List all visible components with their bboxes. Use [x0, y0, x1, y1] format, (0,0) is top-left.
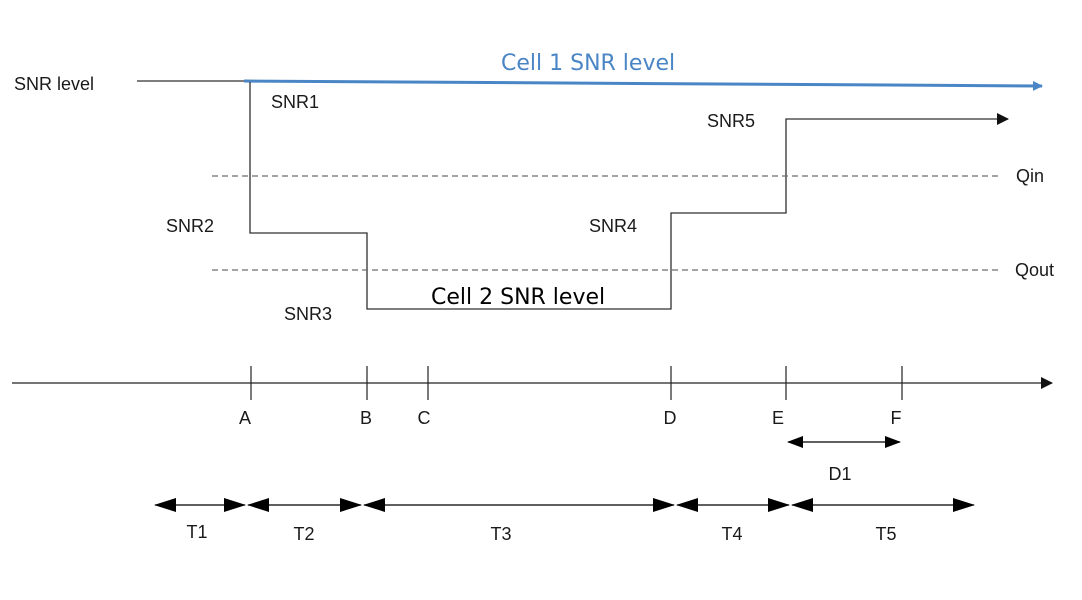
cell1-label: Cell 1 SNR level: [501, 51, 675, 76]
t3-label: T3: [490, 524, 511, 544]
d1-label: D1: [828, 464, 851, 484]
snr1-label: SNR1: [271, 92, 319, 112]
t5-label: T5: [875, 524, 896, 544]
point-a-label: A: [239, 408, 251, 428]
snr2-label: SNR2: [166, 216, 214, 236]
cell2-label: Cell 2 SNR level: [431, 285, 605, 310]
cell2-snr-step-line: [249, 82, 1009, 310]
t2-label: T2: [293, 524, 314, 544]
snr5-label: SNR5: [707, 111, 755, 131]
qin-label: Qin: [1016, 166, 1044, 186]
point-e-label: E: [772, 408, 784, 428]
point-f-label: F: [891, 408, 902, 428]
snr-level-label: SNR level: [14, 74, 94, 94]
snr3-label: SNR3: [284, 304, 332, 324]
t1-label: T1: [186, 522, 207, 542]
qout-label: Qout: [1015, 260, 1054, 280]
t4-label: T4: [721, 524, 742, 544]
cell1-snr-arrow: [243, 79, 1043, 91]
snr4-label: SNR4: [589, 216, 637, 236]
point-c-label: C: [418, 408, 431, 428]
point-d-label: D: [664, 408, 677, 428]
point-b-label: B: [360, 408, 372, 428]
